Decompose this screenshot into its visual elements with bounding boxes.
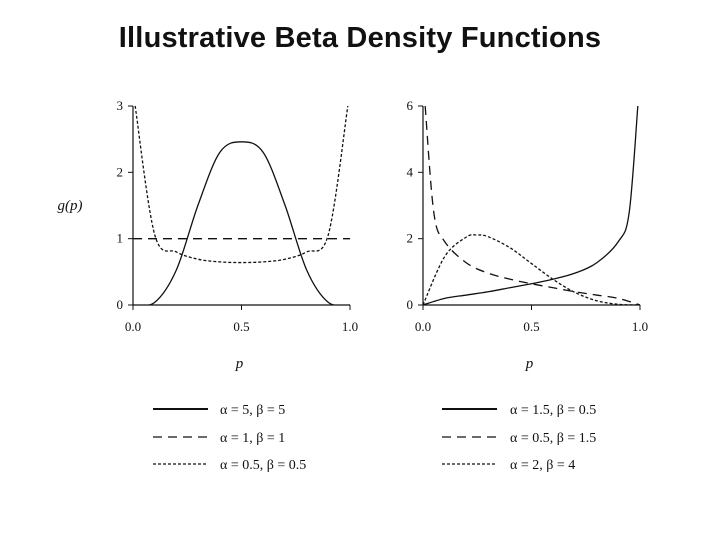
x-tick-label: 0.0 (415, 319, 431, 334)
legend-label-3: α = 0.5, β = 0.5 (220, 458, 306, 473)
legend-label-2: α = 0.5, β = 1.5 (510, 431, 596, 446)
series-line-3 (423, 234, 641, 305)
y-tick-label: 2 (407, 231, 414, 246)
y-tick-label: 0 (117, 297, 124, 312)
panel-1: 0 1 2 3 0.0 0.5 1.0 g(p) p α = 5, β = 5 α = 1, β =… (58, 98, 359, 473)
x-tick-label: 0.5 (523, 319, 539, 334)
y-tick-label: 6 (407, 98, 414, 113)
y-tick-label: 1 (117, 231, 124, 246)
slide-title: Illustrative Beta Density Functions (118, 22, 602, 54)
y-axis-label: g(p) (58, 198, 83, 214)
y-tick-label: 4 (407, 164, 414, 179)
x-tick-label: 1.0 (342, 319, 358, 334)
x-axis-label: p (235, 356, 244, 372)
y-tick-label: 3 (117, 98, 124, 113)
x-tick-label: 1.0 (632, 319, 648, 334)
y-tick-label: 2 (117, 164, 124, 179)
series-line-3 (134, 105, 349, 264)
x-tick-label: 0.5 (233, 319, 249, 334)
legend-label-3: α = 2, β = 4 (510, 458, 575, 473)
x-tick-label: 0.0 (125, 319, 141, 334)
legend-label-2: α = 1, β = 1 (220, 431, 285, 446)
y-tick-label: 0 (407, 297, 414, 312)
legend-label-1: α = 1.5, β = 0.5 (510, 403, 596, 418)
series-line-1 (133, 141, 351, 305)
series-line-1 (423, 105, 639, 305)
legend-label-1: α = 5, β = 5 (220, 403, 285, 418)
x-axis-label: p (525, 356, 534, 372)
series-line-2 (424, 105, 641, 305)
panel-2: 0 2 4 6 0.0 0.5 1.0 p α = 1.5, β = 0.5 α = 0.5, β… (407, 98, 649, 473)
